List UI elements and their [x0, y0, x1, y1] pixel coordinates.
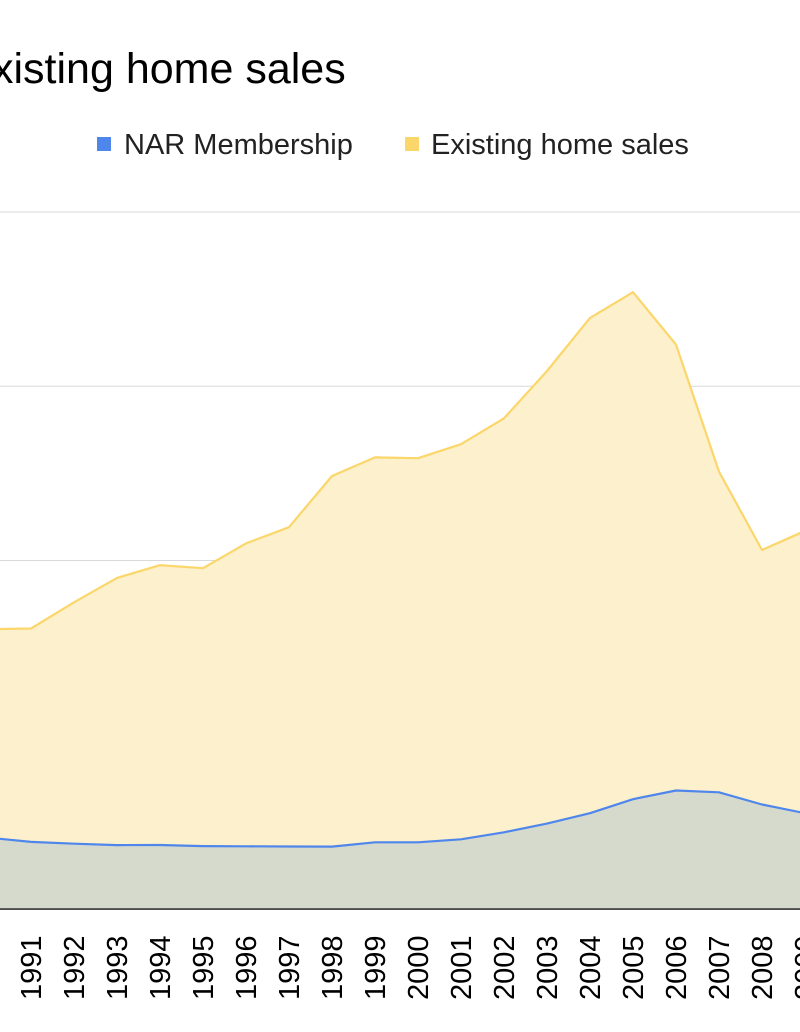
- x-tick-label: 2007: [704, 935, 736, 1000]
- point-existing-home-sales: [633, 292, 634, 293]
- point-nar-membership: [289, 846, 290, 847]
- x-tick-label: 2000: [403, 935, 435, 1000]
- point-nar-membership: [160, 844, 161, 845]
- point-nar-membership: [719, 792, 720, 793]
- point-existing-home-sales: [117, 577, 118, 578]
- point-nar-membership: [74, 843, 75, 844]
- x-tick-label: 1995: [188, 935, 220, 1000]
- point-nar-membership: [504, 832, 505, 833]
- point-existing-home-sales: [246, 543, 247, 544]
- x-tick-label: 2001: [446, 935, 478, 1000]
- point-existing-home-sales: [676, 344, 677, 345]
- x-tick-label: 1994: [145, 935, 177, 1000]
- x-tick-label: 2005: [618, 935, 650, 1000]
- point-nar-membership: [203, 846, 204, 847]
- point-nar-membership: [31, 841, 32, 842]
- point-existing-home-sales: [203, 568, 204, 569]
- point-nar-membership: [246, 846, 247, 847]
- x-tick-label: 2009: [790, 935, 800, 1000]
- point-nar-membership: [547, 823, 548, 824]
- x-tick-label: 2006: [661, 935, 693, 1000]
- point-existing-home-sales: [332, 475, 333, 476]
- point-existing-home-sales: [504, 418, 505, 419]
- x-axis-ticks: 1990 1991 1992 1993 1994 1995 1996 1997 1998 1999…: [0, 935, 800, 1000]
- x-tick-label: 2003: [532, 935, 564, 1000]
- x-tick-label: 2004: [575, 935, 607, 1000]
- point-existing-home-sales: [375, 457, 376, 458]
- x-tick-label: 2008: [747, 935, 779, 1000]
- point-nar-membership: [332, 846, 333, 847]
- point-nar-membership: [633, 799, 634, 800]
- series-lines: [0, 291, 800, 910]
- x-tick-label: 2002: [489, 935, 521, 1000]
- point-existing-home-sales: [74, 602, 75, 603]
- point-nar-membership: [117, 845, 118, 846]
- point-nar-membership: [590, 813, 591, 814]
- point-existing-home-sales: [289, 527, 290, 528]
- legend-label-existing-home-sales: Existing home sales: [431, 129, 689, 161]
- point-nar-membership: [461, 839, 462, 840]
- x-tick-label: 1993: [102, 935, 134, 1000]
- point-nar-membership: [375, 842, 376, 843]
- line-existing-home-sales: [0, 291, 800, 631]
- point-existing-home-sales: [590, 317, 591, 318]
- x-tick-label: 1992: [59, 935, 91, 1000]
- point-existing-home-sales: [547, 371, 548, 372]
- point-existing-home-sales: [461, 444, 462, 445]
- x-tick-label: 1999: [360, 935, 392, 1000]
- series-areas: [0, 292, 800, 909]
- point-existing-home-sales: [31, 628, 32, 629]
- point-existing-home-sales: [160, 565, 161, 566]
- x-tick-label: 1997: [274, 935, 306, 1000]
- point-existing-home-sales: [762, 550, 763, 551]
- x-tick-label: 1991: [16, 935, 48, 1000]
- x-tick-label: 1996: [231, 935, 263, 1000]
- area-nar-membership: [0, 790, 800, 909]
- legend-swatch-nar-membership: [97, 137, 111, 151]
- point-nar-membership: [418, 842, 419, 843]
- x-tick-label: 1998: [317, 935, 349, 1000]
- area-existing-home-sales: [0, 292, 800, 909]
- point-existing-home-sales: [418, 458, 419, 459]
- point-nar-membership: [676, 790, 677, 791]
- line-nar-membership: [0, 789, 800, 848]
- legend-swatch-existing-home-sales: [405, 137, 419, 151]
- chart-title: xisting home sales: [0, 45, 346, 93]
- legend: NAR Membership Existing home sales: [97, 129, 689, 161]
- legend-label-nar-membership: NAR Membership: [124, 129, 353, 161]
- x-tick-label: 1990: [0, 935, 5, 1000]
- point-existing-home-sales: [719, 471, 720, 472]
- point-nar-membership: [762, 804, 763, 805]
